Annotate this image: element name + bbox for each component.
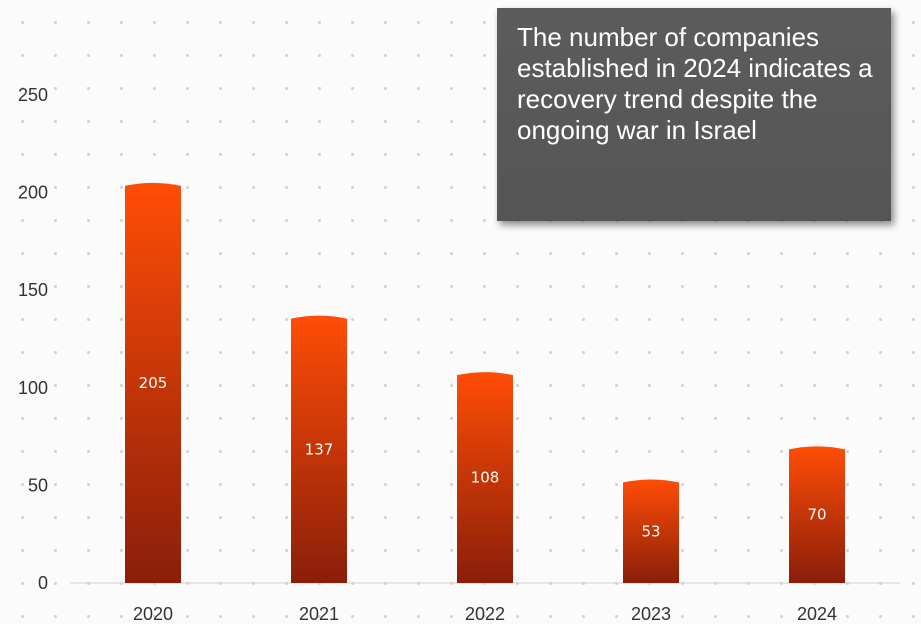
data-label-2020: 205 (139, 374, 168, 392)
y-tick-label: 250 (18, 85, 48, 105)
x-tick-label-2020: 2020 (133, 604, 173, 624)
callout-box: The number of companies established in 2… (497, 8, 891, 221)
x-axis: 2020 2021 2022 2023 2024 (133, 604, 837, 624)
y-tick-label: 100 (18, 378, 48, 398)
data-label-2024: 70 (807, 506, 826, 524)
data-label-2022: 108 (471, 469, 500, 487)
bar-2023 (623, 479, 679, 583)
y-tick-label: 200 (18, 183, 48, 203)
y-tick-label: 150 (18, 280, 48, 300)
bars: 205 137 108 53 70 (125, 182, 845, 583)
y-tick-label: 50 (28, 475, 48, 495)
x-tick-label-2023: 2023 (631, 604, 671, 624)
x-tick-label-2021: 2021 (299, 604, 339, 624)
data-label-2021: 137 (305, 440, 334, 458)
y-tick-label: 0 (38, 573, 48, 593)
x-tick-label-2022: 2022 (465, 604, 505, 624)
y-axis: 0 50 100 150 200 250 (18, 85, 48, 593)
bar-2021 (291, 315, 347, 583)
x-tick-label-2024: 2024 (797, 604, 837, 624)
bar-2020 (125, 182, 181, 583)
bar-2024 (789, 446, 845, 583)
callout-text: The number of companies established in 2… (517, 22, 873, 145)
bar-2022 (457, 372, 513, 583)
data-label-2023: 53 (641, 522, 660, 540)
